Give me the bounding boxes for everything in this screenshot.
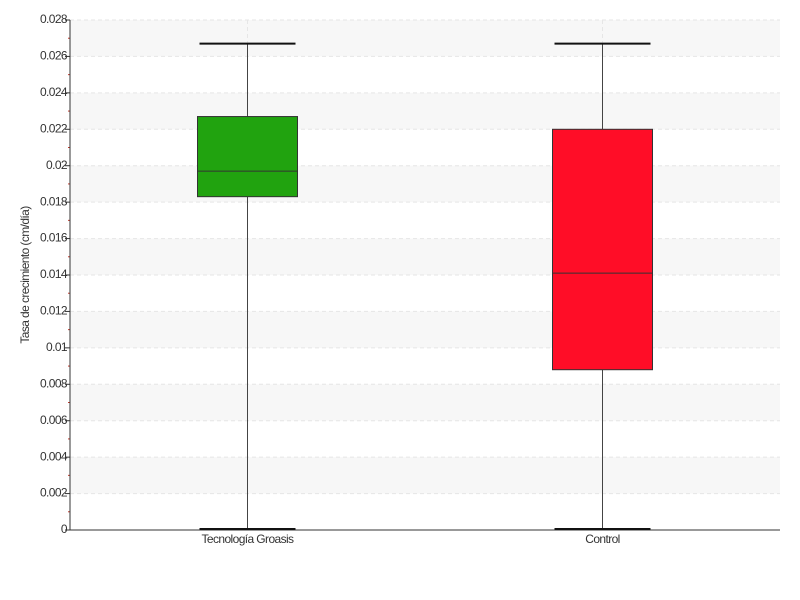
y-tick-label: 0.022	[40, 121, 68, 135]
y-tick-label: 0.02	[46, 158, 68, 172]
y-tick-label: 0.028	[40, 12, 68, 26]
y-axis-label: Tasa de crecimiento (cm/día)	[18, 206, 32, 344]
grid-band	[70, 311, 780, 348]
y-tick-label: 0.008	[40, 376, 68, 390]
y-tick-label: 0.012	[40, 304, 68, 318]
y-tick-label: 0.006	[40, 413, 68, 427]
grid-band	[70, 384, 780, 421]
y-tick-label: 0.016	[40, 231, 68, 245]
grid-band	[70, 457, 780, 494]
grid-band	[70, 165, 780, 203]
y-tick-label: 0.002	[40, 486, 68, 500]
y-tick-label: 0.014	[40, 267, 68, 281]
y-tick-label: 0.01	[46, 340, 68, 354]
grid-band	[70, 20, 780, 57]
box	[197, 116, 298, 198]
y-tick-label: 0.026	[40, 49, 68, 63]
y-tick-label: 0.004	[40, 449, 68, 463]
box	[552, 128, 653, 371]
grid-band	[70, 92, 780, 130]
y-tick-label: 0	[61, 522, 68, 536]
grid-band	[70, 238, 780, 275]
x-tick-label: Control	[585, 532, 619, 546]
y-tick-label: 0.018	[40, 194, 68, 208]
y-tick-label: 0.024	[40, 85, 68, 99]
x-tick-label: Tecnología Groasis	[202, 532, 295, 546]
